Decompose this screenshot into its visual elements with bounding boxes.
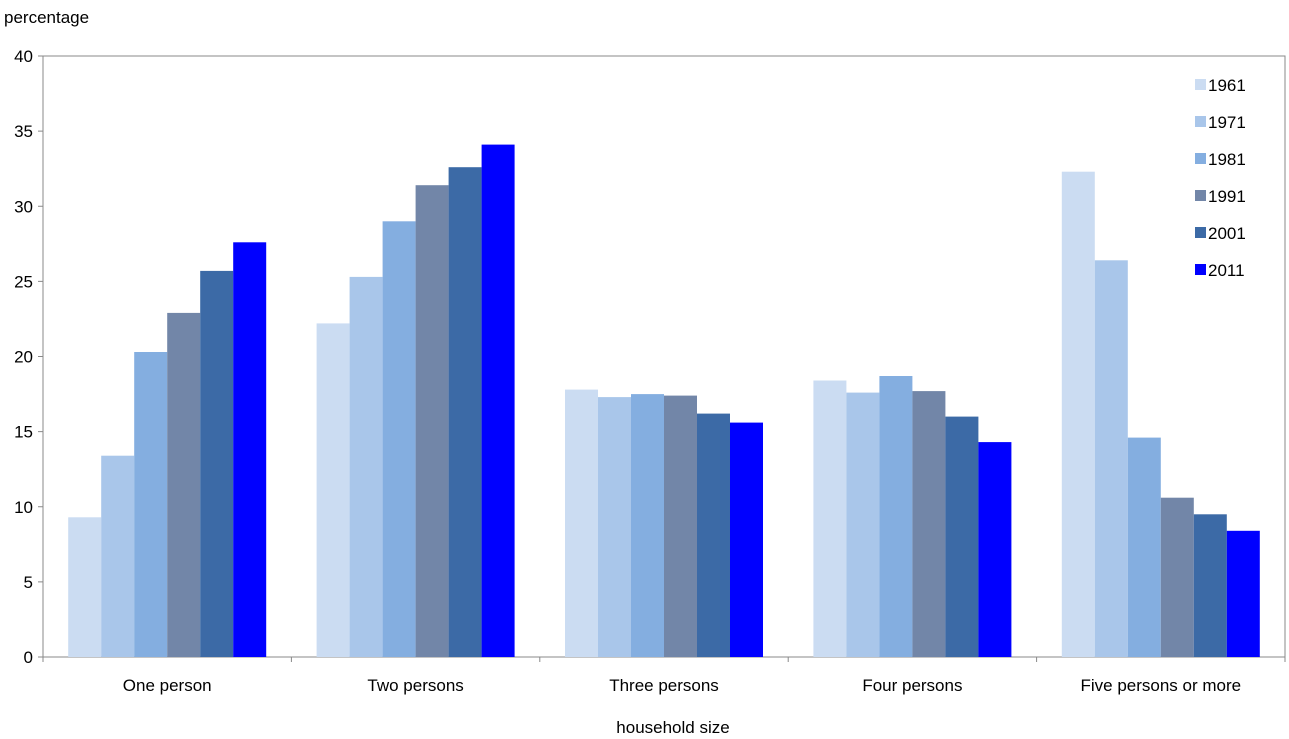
bar-1991-4 — [912, 391, 946, 657]
bar-2011-4 — [978, 442, 1012, 657]
y-tick-label: 5 — [24, 573, 33, 592]
bar-1971-3 — [598, 397, 631, 657]
bar-1961-4 — [813, 380, 847, 657]
bar-2011-1 — [233, 242, 267, 658]
bar-2001-5 — [1193, 514, 1227, 657]
bars — [68, 144, 1260, 658]
legend-swatch-2001 — [1195, 227, 1206, 238]
bar-1981-1 — [134, 352, 168, 657]
y-tick-label: 10 — [14, 498, 33, 517]
y-tick-label: 15 — [14, 423, 33, 442]
legend-swatch-1971 — [1195, 116, 1206, 127]
legend-swatch-1991 — [1195, 190, 1206, 201]
bar-2001-1 — [200, 270, 234, 657]
bar-1961-3 — [565, 389, 598, 657]
y-tick-label: 40 — [14, 47, 33, 66]
bar-1991-3 — [664, 395, 697, 657]
legend: 1961 1971 1981 1991 2001 2011 — [1195, 76, 1246, 280]
bar-1981-5 — [1127, 437, 1161, 657]
x-tick-label: Two persons — [367, 676, 463, 695]
bar-1961-5 — [1061, 171, 1095, 657]
bar-1971-5 — [1094, 260, 1128, 657]
bar-1971-4 — [846, 392, 880, 657]
legend-label: 1961 — [1208, 76, 1246, 95]
legend-label: 2011 — [1208, 261, 1245, 280]
bar-1991-1 — [167, 312, 201, 657]
x-tick-label: Five persons or more — [1080, 676, 1241, 695]
legend-swatch-2011 — [1195, 264, 1206, 275]
legend-label: 1981 — [1208, 150, 1246, 169]
y-axis-title: percentage — [4, 8, 89, 27]
bar-2011-2 — [481, 144, 515, 658]
bar-1971-2 — [349, 276, 383, 657]
legend-label: 1971 — [1208, 113, 1246, 132]
legend-swatch-1981 — [1195, 153, 1206, 164]
bar-2001-2 — [448, 167, 482, 657]
bar-1991-5 — [1160, 497, 1194, 657]
y-tick-label: 30 — [14, 197, 33, 216]
bar-1981-4 — [879, 376, 913, 657]
bar-2001-3 — [697, 413, 730, 657]
y-tick-label: 20 — [14, 348, 33, 367]
bar-2011-5 — [1226, 530, 1260, 657]
bar-1961-2 — [316, 323, 350, 657]
bar-1961-1 — [68, 517, 102, 657]
bar-1981-3 — [631, 394, 664, 657]
x-axis-title: household size — [616, 718, 729, 737]
bar-1991-2 — [415, 185, 449, 657]
bar-2001-4 — [945, 416, 979, 657]
bar-1981-2 — [382, 221, 416, 658]
x-tick-label: One person — [123, 676, 212, 695]
y-tick-label: 25 — [14, 272, 33, 291]
x-tick-label: Three persons — [609, 676, 719, 695]
legend-swatch-1961 — [1195, 79, 1206, 90]
x-tick-label: Four persons — [862, 676, 962, 695]
legend-label: 1991 — [1208, 187, 1246, 206]
bar-1971-1 — [101, 455, 135, 657]
y-tick-label: 0 — [24, 648, 33, 667]
x-axis: One person Two persons Three persons Four p… — [42, 657, 1286, 695]
y-tick-label: 35 — [14, 122, 33, 141]
legend-label: 2001 — [1208, 224, 1246, 243]
bar-2011-3 — [730, 422, 763, 657]
y-axis: 0 5 10 15 20 25 30 35 40 — [14, 47, 43, 667]
